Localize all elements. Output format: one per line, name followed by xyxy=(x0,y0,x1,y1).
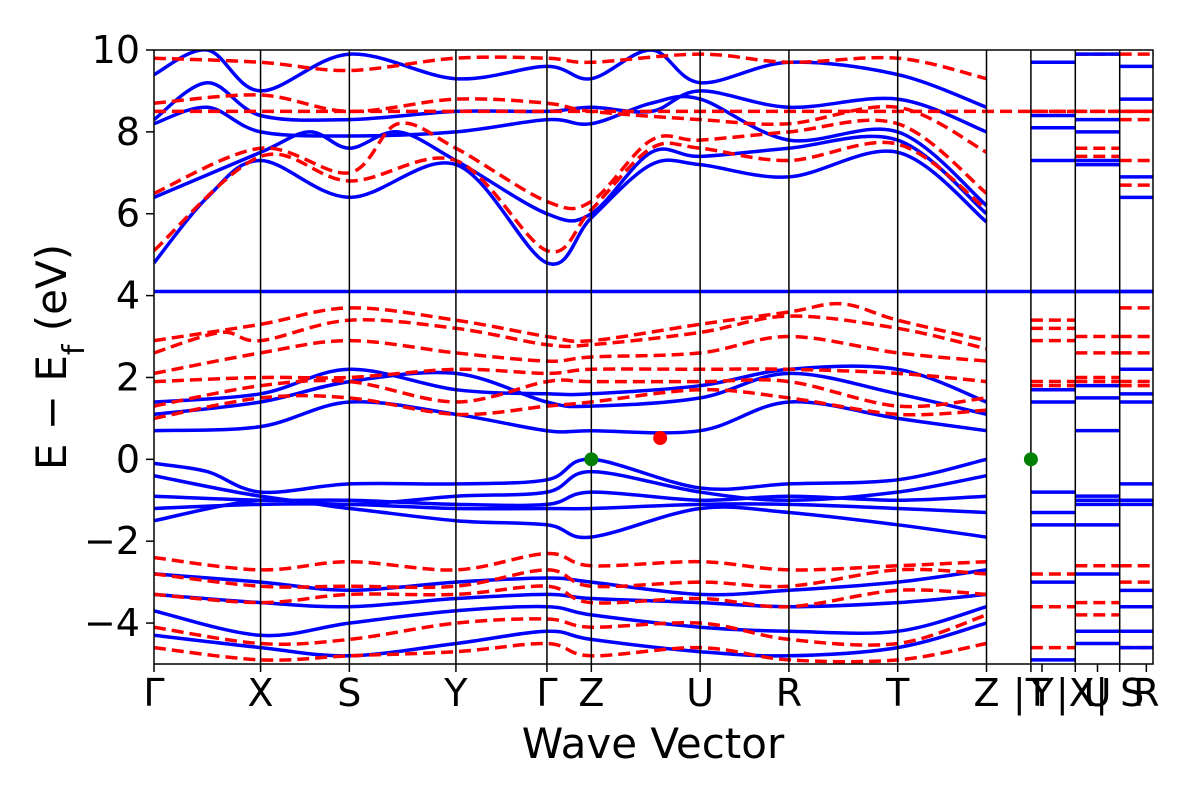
solid-band-14 xyxy=(154,568,987,597)
x-tick-label-10: |T xyxy=(1013,671,1050,716)
solid-band-0 xyxy=(154,457,987,495)
solid-band-10 xyxy=(154,130,988,223)
y-tick-label-6: 8 xyxy=(116,110,140,154)
solid-band-17 xyxy=(154,621,987,658)
y-axis-title-main: E − E xyxy=(27,355,76,470)
x-tick-label-2: S xyxy=(337,671,361,715)
dashed-band-21 xyxy=(154,334,987,376)
dashed-band-19 xyxy=(154,378,987,409)
solid-band-5 xyxy=(154,399,987,435)
x-tick-label-4: Γ xyxy=(536,671,557,715)
dashed-band-31 xyxy=(154,584,987,609)
dashed-band-18 xyxy=(154,387,987,421)
plot-frame xyxy=(153,49,1154,665)
solid-band-3 xyxy=(154,502,987,515)
y-axis-title: E − Ef (eV) xyxy=(27,244,92,470)
y-tick-label-4: 4 xyxy=(116,274,140,318)
solid-band-6 xyxy=(154,370,987,417)
extremum-markers xyxy=(584,431,1038,467)
extremum-marker-1 xyxy=(653,431,668,446)
plot-area xyxy=(154,50,1153,664)
y-tick-label-3: 2 xyxy=(116,355,140,399)
x-tick-label-15: R xyxy=(1133,671,1159,715)
y-tick-label-7: 10 xyxy=(92,28,140,72)
kpoint-divider-lines xyxy=(259,50,1121,664)
x-tick-label-3: Y xyxy=(443,671,468,715)
dashed-band-32 xyxy=(154,613,988,647)
y-tick-label-1: −2 xyxy=(84,519,140,563)
extremum-marker-0 xyxy=(584,452,599,467)
x-tick-label-14: | S xyxy=(1095,671,1144,716)
y-axis-ticks: −4 −2 0 2 4 6 8 10 xyxy=(84,28,154,645)
solid-band-16 xyxy=(154,604,987,638)
x-tick-label-12: |X xyxy=(1056,671,1095,716)
dashed-band-27 xyxy=(154,93,988,154)
dashed-band-25 xyxy=(154,118,988,211)
dashed-band-24 xyxy=(154,140,988,254)
x-tick-label-5: Z xyxy=(578,671,604,715)
dashed-band-29 xyxy=(154,551,987,572)
solid-band-4 xyxy=(154,498,987,540)
dashed-band-30 xyxy=(154,567,987,590)
y-axis-title-unit: (eV) xyxy=(27,244,76,345)
dashed-band-23 xyxy=(154,301,987,344)
dashed-band-20 xyxy=(154,367,987,384)
x-tick-label-9: Z xyxy=(973,671,999,715)
x-tick-label-11: Y xyxy=(1029,671,1054,715)
y-tick-label-0: −4 xyxy=(84,601,140,645)
dashed-band-28 xyxy=(154,52,987,81)
x-tick-label-1: X xyxy=(248,671,274,715)
x-tick-label-8: T xyxy=(885,671,910,715)
x-axis-ticks: Γ X S Y Γ Z U R T Z |TY |XU| SR xyxy=(143,664,1160,716)
solid-band-11 xyxy=(154,94,988,207)
y-axis-title-subscript: f xyxy=(57,343,92,355)
y-tick-label-2: 0 xyxy=(116,437,140,481)
y-tick-label-5: 6 xyxy=(116,192,140,236)
x-tick-label-0: Γ xyxy=(143,671,164,715)
x-tick-label-6: U xyxy=(686,671,714,715)
x-tick-label-13: U xyxy=(1084,671,1112,715)
x-tick-label-7: R xyxy=(776,671,802,715)
dashed-band-33 xyxy=(154,641,987,664)
extremum-marker-2 xyxy=(1023,452,1038,467)
x-axis-title: Wave Vector xyxy=(522,719,785,768)
